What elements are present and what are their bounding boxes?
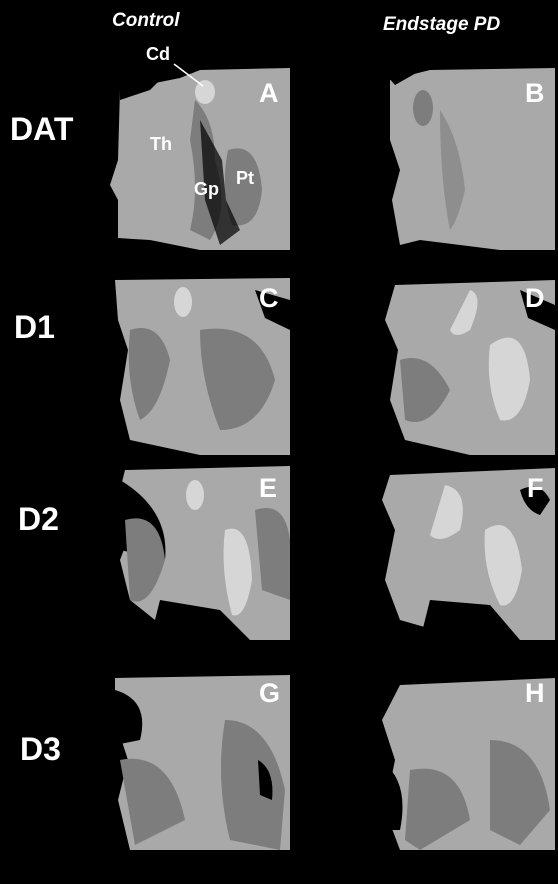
panel-letter: A (259, 78, 279, 108)
annotation: Cd (146, 44, 170, 64)
panel-letter: D (525, 283, 545, 313)
annotation: Th (150, 134, 172, 154)
row-label: D1 (14, 309, 55, 345)
panel-letter: F (527, 473, 544, 503)
panel-letter: G (259, 678, 280, 708)
panel-letter: E (259, 473, 277, 503)
panel-letter: B (525, 78, 545, 108)
column-header: Control (112, 10, 180, 31)
row-label: DAT (10, 111, 74, 147)
annotation: Pt (236, 168, 254, 188)
figure: Control Endstage PD DAT D1 D2 D3 A B C D… (0, 0, 558, 884)
panel-letter: H (525, 678, 545, 708)
panel-letter: C (259, 283, 279, 313)
column-header: Endstage PD (383, 14, 500, 35)
annotation: Gp (194, 179, 219, 199)
row-label: D2 (18, 501, 59, 537)
row-label: D3 (20, 731, 61, 767)
